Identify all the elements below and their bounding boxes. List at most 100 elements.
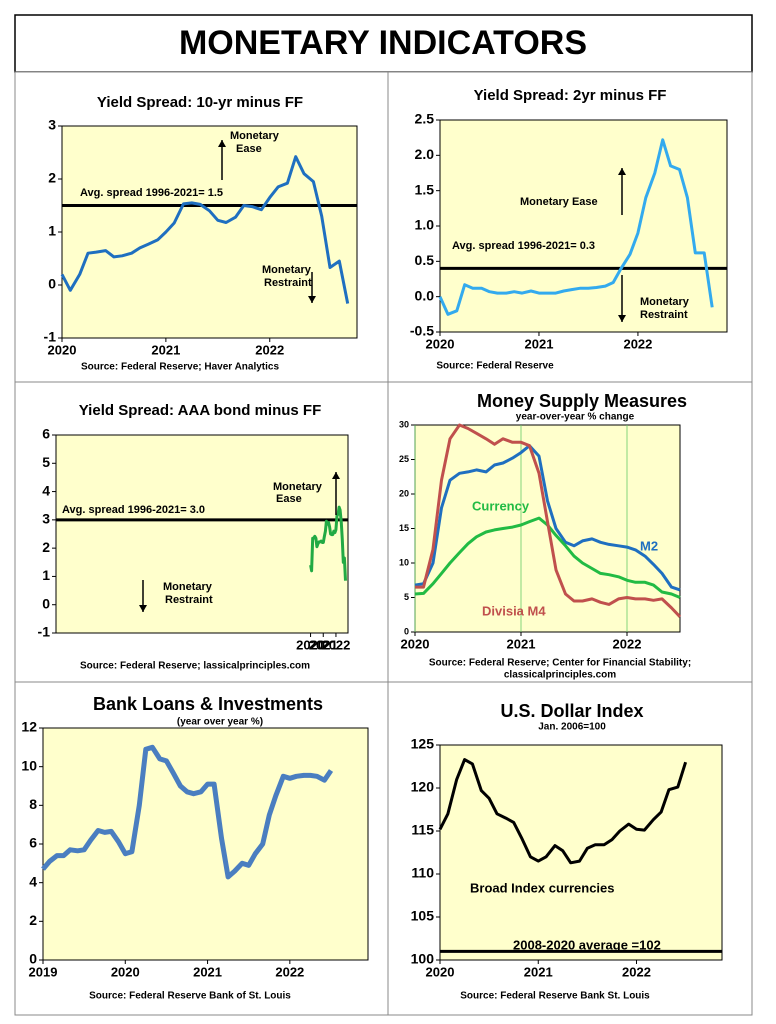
annotation: Avg. spread 1996-2021= 0.3 xyxy=(452,240,595,252)
x-tick-label: 2020 xyxy=(401,636,430,651)
y-tick-label: 2 xyxy=(42,539,50,555)
y-tick-label: 2.5 xyxy=(415,111,435,127)
chart-subtitle: Jan. 2006=100 xyxy=(538,722,606,733)
source-note: Source: Federal Reserve xyxy=(436,361,554,372)
data-line xyxy=(414,444,681,592)
y-tick-label: 6 xyxy=(29,835,37,851)
y-tick-label: 4 xyxy=(42,482,50,498)
annotation: Ease xyxy=(236,143,262,155)
y-tick-label: 3 xyxy=(48,117,56,133)
source-note: Source: Federal Reserve; Haver Analytics xyxy=(81,362,279,373)
annotation: Monetary xyxy=(163,581,213,593)
y-tick-label: 5 xyxy=(404,592,409,602)
annotation: Ease xyxy=(276,493,302,505)
annotation: Monetary Ease xyxy=(520,196,598,208)
series-label: Currency xyxy=(472,498,530,513)
y-tick-label: 0.5 xyxy=(415,252,435,268)
x-tick-label: 2022 xyxy=(321,637,350,652)
x-tick-label: 2022 xyxy=(622,964,651,979)
annotation: Restraint xyxy=(165,594,213,606)
annotation: Monetary xyxy=(230,130,280,142)
plot-area xyxy=(439,744,723,961)
x-tick-label: 2020 xyxy=(426,336,455,351)
annotation: Avg. spread 1996-2021= 1.5 xyxy=(80,187,223,199)
y-tick-label: 10 xyxy=(399,557,409,567)
x-tick-label: 2020 xyxy=(296,637,325,652)
data-line xyxy=(415,423,682,618)
x-tick-label: 2020 xyxy=(111,964,140,979)
arrow-head xyxy=(139,605,147,612)
page-title: MONETARY INDICATORS xyxy=(179,24,587,62)
y-tick-label: 10 xyxy=(21,757,37,773)
y-tick-label: 5 xyxy=(42,454,50,470)
y-tick-label: 1.0 xyxy=(415,217,435,233)
annotation: Broad Index currencies xyxy=(470,880,615,895)
y-tick-label: 6 xyxy=(42,426,50,442)
source-note: Source: Federal Reserve Bank of St. Loui… xyxy=(89,991,291,1002)
x-tick-label: 2022 xyxy=(623,336,652,351)
source-note: classicalprinciples.com xyxy=(504,670,616,681)
series-label: Divisia M4 xyxy=(482,603,546,618)
y-tick-label: 120 xyxy=(411,779,435,795)
data-line xyxy=(438,138,714,316)
y-tick-label: -1 xyxy=(44,329,57,345)
y-tick-label: 0 xyxy=(29,951,37,967)
x-tick-label: 2021 xyxy=(507,636,536,651)
y-tick-label: 4 xyxy=(29,873,37,889)
chart-title: U.S. Dollar Index xyxy=(500,701,643,721)
plot-area xyxy=(55,434,349,634)
y-tick-label: 1 xyxy=(48,223,56,239)
annotation: Restraint xyxy=(264,277,312,289)
plot-area xyxy=(439,119,728,333)
y-tick-label: 2 xyxy=(29,912,37,928)
x-tick-label: 2021 xyxy=(525,336,554,351)
annotation: 2008-2020 average =102 xyxy=(513,937,661,952)
x-tick-label: 2019 xyxy=(29,964,58,979)
annotation: Monetary xyxy=(640,296,690,308)
y-tick-label: 1.5 xyxy=(415,181,435,197)
arrow-head xyxy=(618,315,626,322)
plot-area xyxy=(42,727,369,961)
arrow-head xyxy=(218,140,226,147)
annotation: Avg. spread 1996-2021= 3.0 xyxy=(62,504,205,516)
annotation: Monetary xyxy=(262,264,312,276)
x-tick-label: 2020 xyxy=(426,964,455,979)
y-tick-label: 3 xyxy=(42,511,50,527)
source-note: Source: Federal Reserve; Center for Fina… xyxy=(429,658,691,669)
chart-title: Money Supply Measures xyxy=(477,391,687,411)
data-line xyxy=(60,155,350,304)
annotation: Monetary xyxy=(273,481,323,493)
x-tick-label: 2021 xyxy=(193,964,222,979)
x-tick-label: 2021 xyxy=(151,342,180,357)
data-line xyxy=(41,744,334,880)
x-tick-label: 2022 xyxy=(613,636,642,651)
y-tick-label: 0 xyxy=(404,626,409,636)
y-tick-label: 2 xyxy=(48,170,56,186)
source-note: Source: Federal Reserve; lassicalprincip… xyxy=(80,661,310,672)
y-tick-label: 110 xyxy=(411,865,434,881)
chart-title: Yield Spread: AAA bond minus FF xyxy=(79,402,322,419)
x-tick-label: 2022 xyxy=(275,964,304,979)
y-tick-label: 20 xyxy=(399,488,409,498)
title-box xyxy=(14,14,753,73)
chart-subtitle: year-over-year % change xyxy=(516,412,635,423)
arrow-head xyxy=(308,296,316,303)
y-tick-label: 125 xyxy=(411,736,435,752)
series-label: M2 xyxy=(640,538,658,553)
chart-title: Bank Loans & Investments xyxy=(93,694,323,714)
y-tick-label: 115 xyxy=(411,822,434,838)
chart-subtitle: (year over year %) xyxy=(177,717,263,728)
source-note: Source: Federal Reserve Bank St. Louis xyxy=(460,991,650,1002)
chart-title: Yield Spread: 2yr minus FF xyxy=(474,87,667,104)
y-tick-label: 30 xyxy=(399,419,409,429)
y-tick-label: -1 xyxy=(38,624,51,640)
x-tick-label: 2021 xyxy=(309,637,338,652)
y-tick-label: 0 xyxy=(48,276,56,292)
y-tick-label: 0 xyxy=(42,595,50,611)
y-tick-label: 15 xyxy=(399,523,409,533)
x-tick-label: 2022 xyxy=(255,342,284,357)
chart-title: Yield Spread: 10-yr minus FF xyxy=(97,94,303,111)
y-tick-label: 2.0 xyxy=(415,146,435,162)
arrow-head xyxy=(332,472,340,479)
